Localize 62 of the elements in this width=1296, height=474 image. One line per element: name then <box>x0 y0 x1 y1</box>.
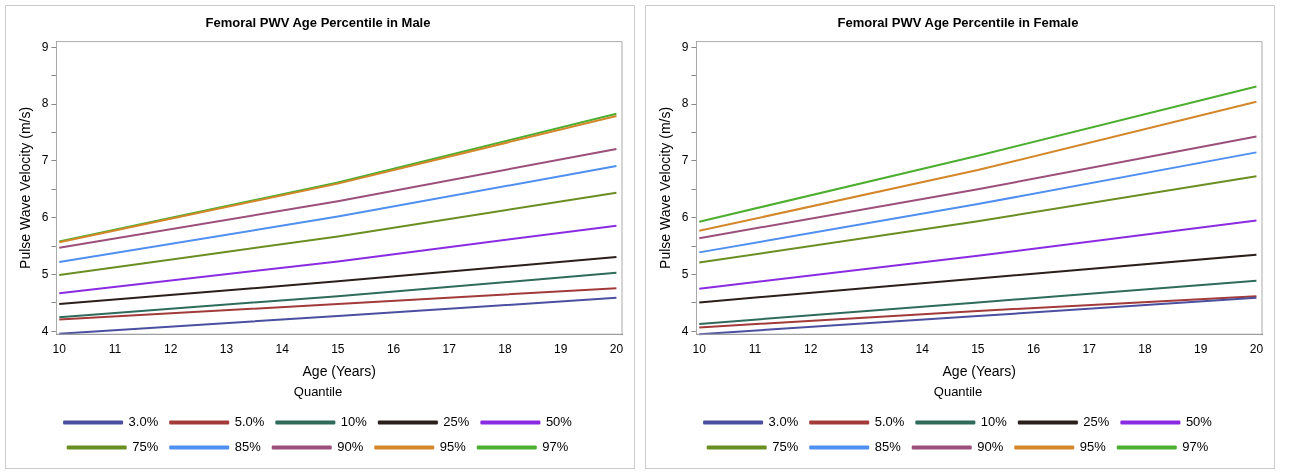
legend-title: Quantile <box>933 384 983 400</box>
legend-label: 90% <box>977 439 1004 455</box>
legend-label: 5.0% <box>874 414 905 430</box>
legend-label: 3.0% <box>768 414 799 430</box>
legend-label: 90% <box>337 439 364 455</box>
legend-label: 75% <box>772 439 799 455</box>
y-tick-label: 9 <box>681 39 689 54</box>
y-tick-label: 7 <box>681 153 689 168</box>
y-tick-label: 6 <box>41 210 49 225</box>
x-tick-label: 12 <box>804 341 818 356</box>
legend-label: 97% <box>1182 439 1209 455</box>
y-tick-label: 8 <box>41 96 49 111</box>
x-tick-label: 13 <box>219 341 234 356</box>
legend-label: 25% <box>443 414 470 430</box>
y-tick-label: 4 <box>41 323 49 338</box>
x-tick-label: 16 <box>386 341 401 356</box>
x-tick-label: 11 <box>108 341 122 356</box>
y-tick-label: 7 <box>41 153 49 168</box>
legend-label: 85% <box>234 439 262 455</box>
legend-label: 85% <box>874 439 902 455</box>
x-tick-label: 17 <box>442 341 457 356</box>
x-tick-label: 20 <box>1249 341 1264 356</box>
x-tick-label: 19 <box>554 341 568 356</box>
legend-label: 10% <box>340 414 368 430</box>
legend-label: 95% <box>439 439 467 455</box>
x-tick-label: 11 <box>748 341 762 356</box>
x-tick-label: 19 <box>1194 341 1208 356</box>
x-axis-title: Age (Years) <box>302 362 376 379</box>
x-tick-label: 10 <box>52 341 67 356</box>
y-tick-label: 8 <box>681 96 689 111</box>
x-tick-label: 17 <box>1082 341 1097 356</box>
x-tick-label: 16 <box>1026 341 1041 356</box>
x-tick-label: 15 <box>331 341 345 356</box>
x-tick-label: 10 <box>692 341 707 356</box>
legend-label: 5.0% <box>234 414 265 430</box>
y-axis-title: Pulse Wave Velocity (m/s) <box>17 106 34 269</box>
legend-label: 97% <box>542 439 569 455</box>
chart-title: Femoral PWV Age Percentile in Male <box>205 15 431 31</box>
legend-label: 10% <box>980 414 1008 430</box>
legend-label: 25% <box>1083 414 1110 430</box>
y-tick-label: 4 <box>681 323 689 338</box>
x-tick-label: 12 <box>164 341 178 356</box>
x-tick-label: 14 <box>915 341 930 356</box>
legend-label: 50% <box>545 414 573 430</box>
y-tick-label: 6 <box>681 210 689 225</box>
y-tick-label: 5 <box>681 266 689 281</box>
x-tick-label: 15 <box>971 341 985 356</box>
x-tick-label: 14 <box>275 341 290 356</box>
y-axis-title: Pulse Wave Velocity (m/s) <box>657 106 674 269</box>
x-tick-label: 18 <box>498 341 512 356</box>
legend-title: Quantile <box>293 384 343 400</box>
y-tick-label: 5 <box>41 266 49 281</box>
x-tick-label: 20 <box>609 341 624 356</box>
x-tick-label: 18 <box>1138 341 1152 356</box>
x-tick-label: 13 <box>859 341 874 356</box>
legend-label: 50% <box>1185 414 1213 430</box>
legend-label: 75% <box>132 439 159 455</box>
legend-label: 3.0% <box>128 414 159 430</box>
y-tick-label: 9 <box>41 39 49 54</box>
x-axis-title: Age (Years) <box>942 362 1016 379</box>
chart-title: Femoral PWV Age Percentile in Female <box>837 15 1079 31</box>
legend-label: 95% <box>1079 439 1107 455</box>
